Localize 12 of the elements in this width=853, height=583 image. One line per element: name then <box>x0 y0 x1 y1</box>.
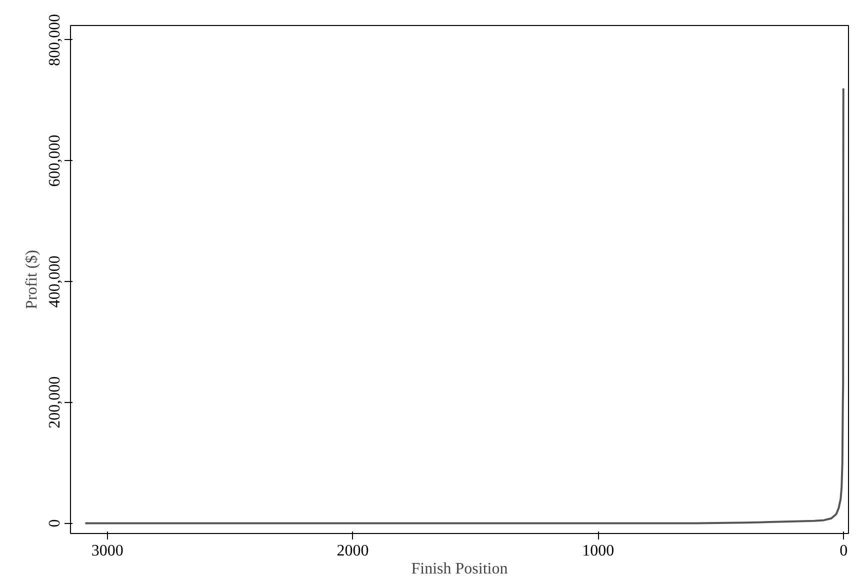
x-tick-label: 1000 <box>582 542 614 560</box>
x-axis-title: Finish Position <box>411 560 508 578</box>
x-tick-label: 0 <box>840 542 848 560</box>
y-tick-label: 400,000 <box>46 256 64 308</box>
y-tick-label: 800,000 <box>46 14 64 66</box>
y-tick-label: 200,000 <box>46 376 64 428</box>
line-series <box>84 87 844 524</box>
x-tick-label: 3000 <box>91 542 124 560</box>
y-tick-label: 600,000 <box>46 134 64 187</box>
y-tick-label: 0 <box>46 519 64 528</box>
y-axis-title: Profit ($) <box>24 250 40 310</box>
x-tick-label: 2000 <box>336 542 369 560</box>
